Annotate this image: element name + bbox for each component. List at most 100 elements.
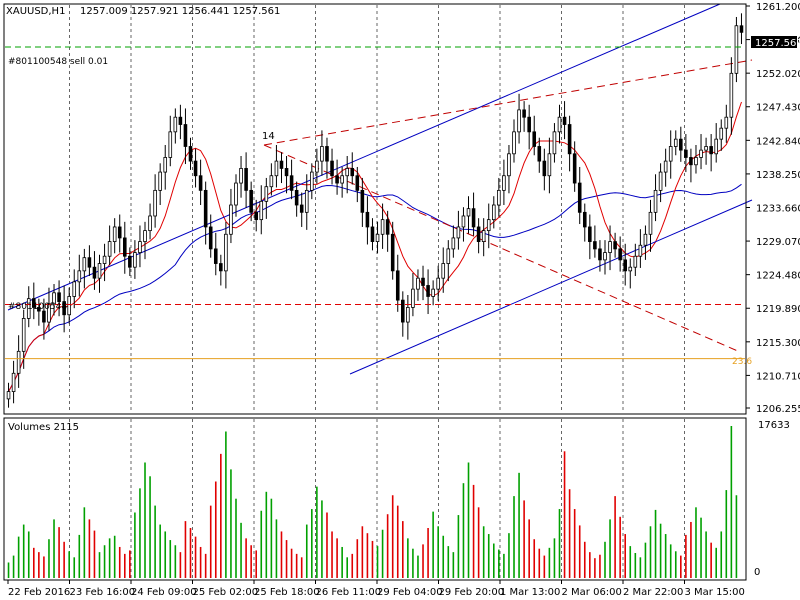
candle-body	[623, 259, 628, 272]
candle-body	[42, 310, 46, 323]
candle-body	[6, 391, 11, 400]
time-tick-label: 29 Feb 04:00	[377, 587, 443, 598]
candle-body	[112, 226, 117, 242]
candle-body	[122, 237, 127, 257]
candle-body	[62, 301, 66, 316]
candle-body	[325, 146, 329, 162]
candle-body	[517, 109, 521, 133]
time-tick-label: 24 Feb 09:00	[131, 587, 197, 598]
candle-body	[416, 277, 420, 290]
candle-body	[239, 168, 243, 184]
candle-body	[628, 266, 633, 272]
candle-body	[390, 233, 395, 272]
candle-body	[719, 127, 724, 140]
volume-zero-label: 0	[754, 567, 760, 578]
price-tick-label: 1252.020	[756, 69, 800, 80]
candle-body	[138, 241, 142, 253]
candle-body	[729, 72, 734, 118]
candle-body	[345, 168, 349, 177]
candle-body	[658, 171, 663, 191]
candle-body	[340, 175, 344, 184]
candle-body	[502, 175, 506, 191]
candle-body	[249, 189, 253, 213]
volume-bars	[7, 426, 738, 578]
candle-body	[32, 298, 36, 308]
candle-body	[638, 244, 643, 257]
candle-body	[694, 157, 698, 166]
price-tick-label: 1229.070	[756, 237, 800, 248]
price-tick-label: 1210.710	[756, 371, 800, 382]
candle-body	[183, 124, 188, 147]
candle-body	[365, 211, 370, 228]
candle-body	[704, 146, 708, 151]
candle-body	[714, 138, 718, 155]
candle-body	[421, 277, 425, 286]
candle-body	[219, 263, 223, 272]
candle-body	[82, 257, 87, 272]
candle-body	[603, 252, 607, 261]
candle-body	[608, 241, 612, 253]
candle-body	[724, 116, 729, 129]
candle-body	[588, 226, 592, 242]
candle-body	[673, 138, 678, 147]
candle-body	[234, 182, 238, 206]
candle-body	[229, 204, 233, 235]
candle-body	[663, 160, 668, 173]
candle-body	[633, 255, 638, 268]
current-price-tag	[751, 36, 797, 48]
candle-body	[360, 189, 365, 213]
candle-body	[598, 248, 602, 261]
candle-body	[461, 215, 466, 228]
fib-level-label: 23.6	[732, 357, 752, 367]
candle-body	[279, 160, 284, 169]
candle-body	[188, 146, 193, 162]
candle-body	[208, 226, 213, 250]
candle-body	[486, 219, 491, 232]
candle-body	[289, 175, 294, 191]
time-tick-label: 23 Feb 16:00	[70, 587, 136, 598]
candle-body	[689, 157, 693, 166]
candle-body	[77, 270, 82, 283]
candle-body	[426, 285, 430, 297]
horizontal-levels	[5, 46, 745, 360]
channel-upper-line	[7, 3, 721, 311]
trade-line-label-lower: #801100548	[8, 302, 67, 312]
candle-body	[557, 116, 562, 133]
candle-body	[335, 175, 339, 184]
candle-body	[613, 241, 617, 250]
candle-body	[679, 138, 683, 151]
candle-body	[193, 160, 198, 177]
candle-body	[67, 296, 71, 316]
candle-body	[198, 175, 203, 191]
candle-body	[593, 241, 597, 250]
candle-body	[284, 168, 289, 177]
candle-body	[97, 263, 102, 279]
candle-body	[330, 160, 334, 177]
time-tick-label: 25 Feb 18:00	[254, 587, 320, 598]
candle-body	[522, 109, 526, 118]
volume-pane-label: Volumes 2115	[8, 422, 79, 433]
price-tick-label: 1206.255	[756, 404, 800, 415]
candle-body	[107, 241, 112, 257]
candle-body	[734, 25, 739, 74]
candle-body	[699, 149, 703, 158]
volume-pane-frame	[3, 417, 747, 581]
main-pane-frame	[3, 3, 747, 415]
candle-body	[315, 160, 319, 173]
candle-body	[274, 160, 279, 177]
candle-body	[244, 168, 248, 191]
candle-body	[269, 175, 274, 188]
slow-moving-average-line	[8, 183, 742, 392]
candle-body	[547, 153, 552, 177]
candle-body	[21, 318, 26, 352]
candle-body	[47, 303, 51, 323]
fast-moving-average-line	[8, 101, 742, 392]
candle-body	[370, 226, 375, 242]
candle-body	[684, 149, 688, 158]
candle-body	[537, 146, 542, 162]
time-tick-label: 25 Feb 02:00	[193, 587, 259, 598]
candle-body	[52, 292, 56, 305]
